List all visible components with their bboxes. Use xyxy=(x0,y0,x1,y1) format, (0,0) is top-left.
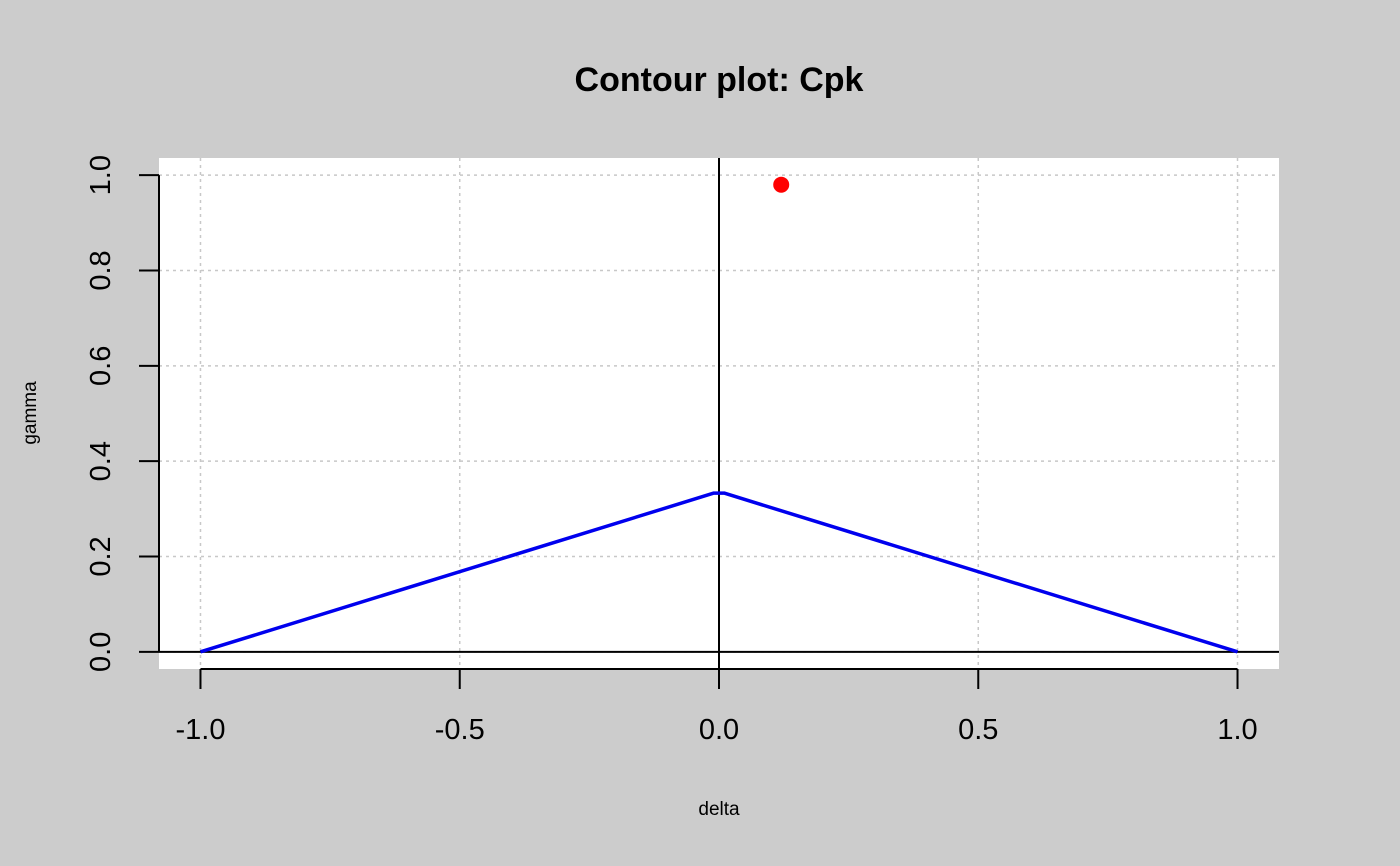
x-axis-label: delta xyxy=(698,799,740,820)
contour-line xyxy=(199,491,1239,654)
y-axis-label: gamma xyxy=(20,381,41,445)
x-tick-label: 0.5 xyxy=(958,714,998,746)
y-tick-label: 0.0 xyxy=(85,632,117,672)
series xyxy=(199,176,1239,654)
x-tick-label: 0.0 xyxy=(699,714,739,746)
y-tick-label: 0.8 xyxy=(85,250,117,290)
x-tick-label: -1.0 xyxy=(175,714,225,746)
y-tick-label: 0.4 xyxy=(85,441,117,481)
data-point xyxy=(773,176,790,193)
y-tick-label: 0.6 xyxy=(85,346,117,386)
y-tick-label: 0.2 xyxy=(85,536,117,576)
chart-title: Contour plot: Cpk xyxy=(575,61,864,99)
y-tick-label: 1.0 xyxy=(85,155,117,195)
x-tick-label: -0.5 xyxy=(435,714,485,746)
x-tick-label: 1.0 xyxy=(1217,714,1257,746)
axes: -1.0 -0.5 0.0 0.5 1.0 0.0 0.2 0.4 0.6 0.8 1.0 xyxy=(85,155,1258,746)
reference-lines xyxy=(159,158,1279,669)
